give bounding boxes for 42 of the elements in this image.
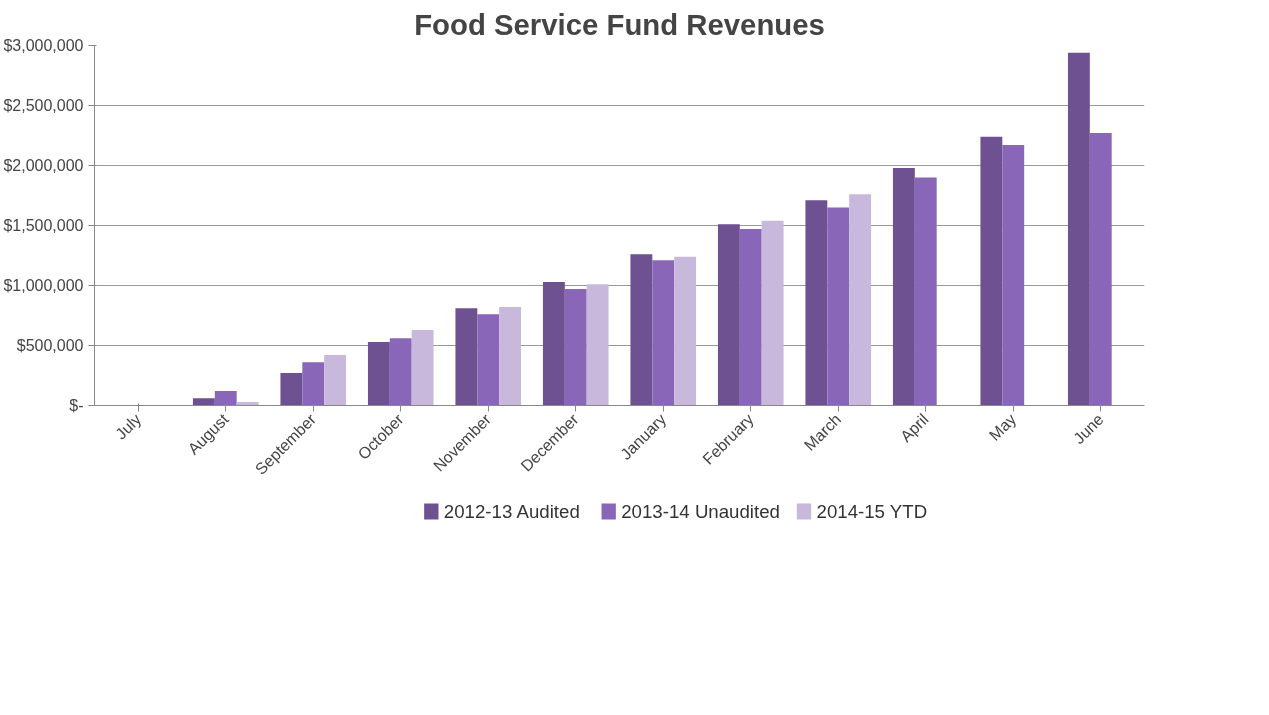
legend-label: 2013-14 Unaudited [621, 501, 780, 522]
y-tick-label: $3,000,000 [3, 37, 84, 54]
bar [389, 338, 412, 406]
bar [499, 307, 522, 406]
bar [652, 260, 675, 406]
bar [1002, 145, 1025, 406]
bar [674, 256, 697, 406]
legend-label: 2012-13 Audited [443, 501, 580, 522]
bar [192, 398, 215, 406]
bar [477, 314, 500, 406]
bar [892, 167, 915, 406]
bar [914, 177, 937, 406]
bar [849, 194, 872, 406]
y-tick-label: $2,000,000 [3, 157, 84, 174]
bar [455, 308, 478, 406]
bar [302, 362, 325, 406]
bar [542, 281, 565, 406]
y-tick-label: $500,000 [16, 337, 84, 354]
bar [827, 207, 850, 406]
chart-title: Food Service Fund Revenues [414, 7, 825, 41]
bar [980, 136, 1003, 406]
bar [805, 200, 828, 406]
bar [586, 284, 609, 406]
y-tick-label: $1,500,000 [3, 217, 84, 234]
bar [324, 355, 347, 406]
bar [739, 229, 762, 406]
y-tick-label: $- [69, 397, 84, 414]
bar [1089, 133, 1112, 406]
bar [717, 224, 740, 406]
y-tick-label: $2,500,000 [3, 97, 84, 114]
x-tick-label: May [985, 410, 1020, 444]
y-tick-label: $1,000,000 [3, 277, 84, 294]
bar [630, 254, 653, 406]
bar [214, 391, 237, 406]
bar [367, 341, 390, 406]
bar [411, 329, 434, 406]
bar [761, 220, 784, 406]
bar [280, 373, 303, 406]
bar [1067, 52, 1090, 406]
bar [564, 289, 587, 406]
x-tick-label: July [112, 410, 145, 443]
legend-label: 2014-15 YTD [816, 501, 928, 522]
